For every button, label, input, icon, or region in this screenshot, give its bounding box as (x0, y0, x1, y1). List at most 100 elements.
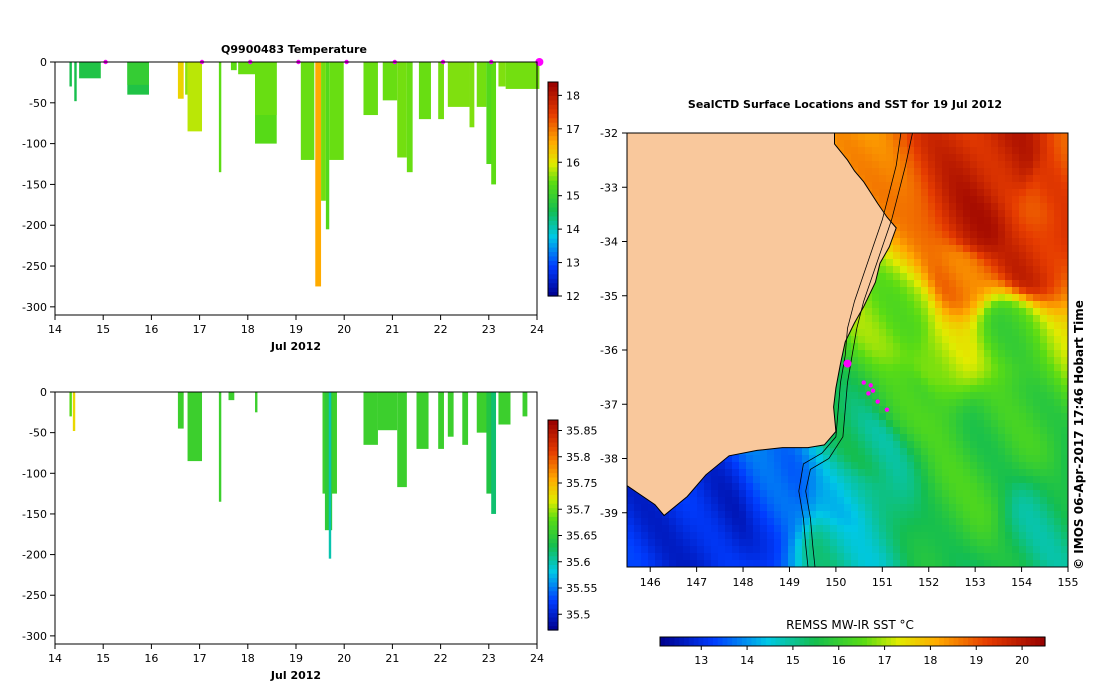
sst-cell (963, 553, 971, 561)
colorbar-segment (548, 135, 558, 141)
sst-cell (900, 560, 908, 567)
y-tick-label: -200 (22, 219, 47, 232)
sst-cell (711, 504, 719, 512)
sst-cell (851, 539, 859, 547)
sst-cell (907, 427, 915, 435)
sst-cell (1012, 210, 1020, 218)
sst-cell (935, 329, 943, 337)
colorbar-segment (548, 446, 558, 452)
colorbar-tick-label: 12 (566, 290, 580, 303)
sst-cell (865, 406, 873, 414)
sst-cell (914, 203, 922, 211)
sst-cell (956, 532, 964, 540)
sst-cell (641, 511, 649, 519)
sst-cell (886, 441, 894, 449)
sst-cell (1033, 140, 1041, 148)
sst-cell (977, 483, 985, 491)
sst-cell (949, 371, 957, 379)
sst-cell (837, 469, 845, 477)
sst-cell (1012, 434, 1020, 442)
colorbar-segment (548, 498, 558, 504)
sst-cell (760, 462, 768, 470)
sst-cell (1040, 399, 1048, 407)
sst-cell (634, 497, 642, 505)
sst-cell (1040, 245, 1048, 253)
sst-cell (977, 175, 985, 183)
sst-cell (879, 203, 887, 211)
sst-cell (949, 378, 957, 386)
sst-cell (648, 525, 656, 533)
sst-cell (1061, 399, 1068, 407)
sst-cell (970, 224, 978, 232)
sst-cell (1005, 434, 1013, 442)
sst-cell (963, 497, 971, 505)
sst-cell (977, 140, 985, 148)
sst-cell (921, 182, 929, 190)
sst-cell (844, 413, 852, 421)
sst-cell (865, 378, 873, 386)
sst-cell (956, 259, 964, 267)
sst-cell (984, 441, 992, 449)
sst-cell (900, 420, 908, 428)
sst-cell (1061, 532, 1068, 540)
sst-cell (998, 224, 1006, 232)
colorbar-segment (943, 637, 950, 646)
sst-cell (977, 525, 985, 533)
sst-cell (816, 448, 824, 456)
sst-cell (809, 476, 817, 484)
sst-cell (1019, 511, 1027, 519)
sst-cell (858, 350, 866, 358)
sst-cell (914, 210, 922, 218)
profile-bar (187, 62, 203, 132)
sst-cell (753, 462, 761, 470)
sst-cell (921, 224, 929, 232)
x-tick-label: 23 (482, 323, 496, 336)
sst-cell (900, 539, 908, 547)
sst-cell (879, 476, 887, 484)
sst-cell (914, 273, 922, 281)
sst-cell (837, 497, 845, 505)
sst-cell (851, 490, 859, 498)
sst-cell (970, 273, 978, 281)
sst-cell (1047, 308, 1055, 316)
sst-cell (928, 273, 936, 281)
sst-cell (949, 406, 957, 414)
sst-cell (795, 476, 803, 484)
sst-cell (900, 308, 908, 316)
sst-cell (844, 504, 852, 512)
sst-cell (865, 476, 873, 484)
sst-cell (1026, 350, 1034, 358)
sst-cell (844, 385, 852, 393)
sst-cell (1047, 553, 1055, 561)
sst-cell (977, 168, 985, 176)
sst-cell (1005, 203, 1013, 211)
sst-cell (809, 560, 817, 567)
sst-cell (746, 511, 754, 519)
sst-cell (928, 539, 936, 547)
sst-cell (921, 322, 929, 330)
sst-cell (676, 532, 684, 540)
colorbar-segment (828, 637, 834, 646)
sst-cell (1012, 203, 1020, 211)
sst-cell (683, 497, 691, 505)
sst-cell (991, 147, 999, 155)
sst-cell (1026, 196, 1034, 204)
sst-cell (949, 427, 957, 435)
sst-cell (1033, 420, 1041, 428)
colorbar-segment (548, 595, 558, 600)
sst-cell (1054, 182, 1062, 190)
sst-cell (718, 553, 726, 561)
sst-cell (984, 385, 992, 393)
sst-cell (1054, 245, 1062, 253)
sst-cell (1026, 483, 1034, 491)
sst-cell (942, 504, 950, 512)
sst-cell (886, 210, 894, 218)
sst-cell (956, 315, 964, 323)
sst-cell (970, 182, 978, 190)
sst-cell (802, 546, 810, 554)
sst-cell (872, 161, 880, 169)
sst-cell (1061, 511, 1068, 519)
colorbar-segment (548, 153, 558, 159)
sst-cell (907, 266, 915, 274)
sst-cell (1047, 140, 1055, 148)
